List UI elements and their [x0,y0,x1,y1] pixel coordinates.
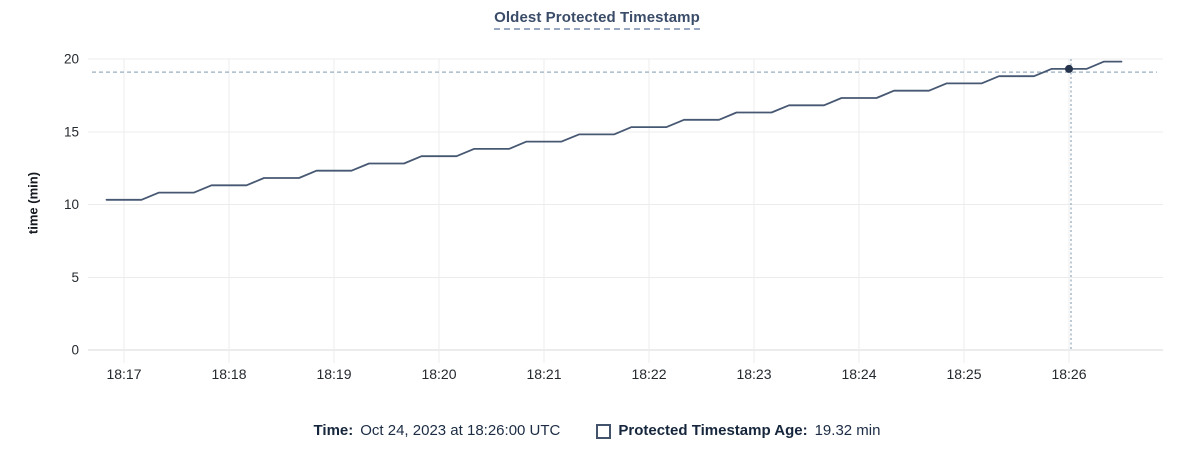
chart-title[interactable]: Oldest Protected Timestamp [494,9,700,30]
svg-text:5: 5 [71,270,79,285]
chart-header: Oldest Protected Timestamp [0,9,1194,30]
svg-text:18:20: 18:20 [421,366,456,382]
time-label: Time: [313,422,354,439]
svg-text:18:21: 18:21 [526,366,561,382]
legend-item[interactable]: Protected Timestamp Age: 19.32 min [596,421,880,441]
svg-text:18:17: 18:17 [106,366,141,382]
series-line [105,60,1123,201]
chart-footer: Time: Oct 24, 2023 at 18:26:00 UTC Prote… [0,421,1194,441]
series-label: Protected Timestamp Age: [618,422,808,439]
svg-text:18:19: 18:19 [316,366,351,382]
svg-text:15: 15 [64,124,79,139]
svg-text:0: 0 [71,343,79,358]
x-tick-labels: 18:17 18:18 18:19 18:20 18:21 18:22 18:23 18:24… [106,366,1086,382]
svg-text:18:22: 18:22 [631,366,666,382]
svg-text:18:23: 18:23 [736,366,771,382]
svg-text:18:26: 18:26 [1051,366,1086,382]
legend-checkbox[interactable] [596,423,612,439]
time-value: Oct 24, 2023 at 18:26:00 UTC [360,422,561,439]
svg-text:18:18: 18:18 [211,366,246,382]
x-gridlines [123,59,1070,363]
svg-text:10: 10 [64,197,79,212]
hover-time-readout: Time: Oct 24, 2023 at 18:26:00 UTC [314,421,561,441]
svg-text:18:25: 18:25 [946,366,981,382]
y-gridlines [88,58,1163,351]
svg-text:18:24: 18:24 [841,366,876,382]
svg-text:20: 20 [64,52,79,67]
series-value: 19.32 min [814,422,881,439]
y-tick-labels: 0 5 10 15 20 [64,52,79,358]
data-point-marker [1065,64,1073,73]
